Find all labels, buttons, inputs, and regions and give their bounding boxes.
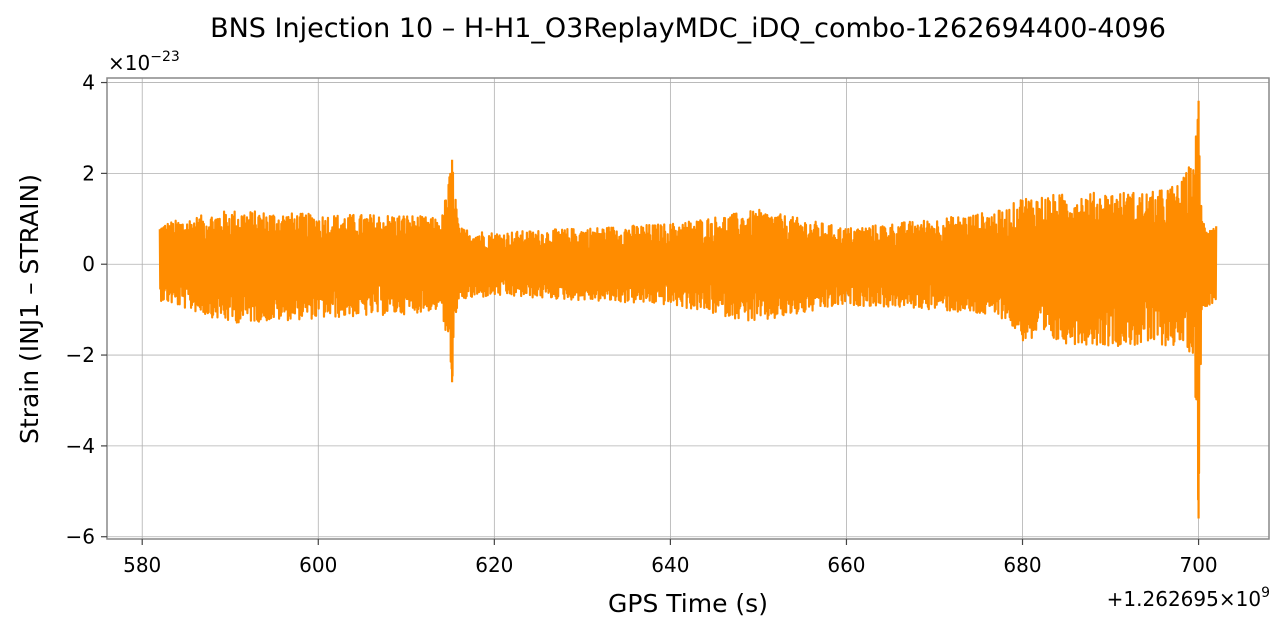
x-tick-label: 600 [299, 553, 337, 577]
y-tick-label: 0 [82, 252, 95, 276]
x-axis-label: GPS Time (s) [608, 589, 768, 618]
x-tick-label: 580 [123, 553, 161, 577]
y-tick-label: −4 [66, 434, 95, 458]
x-tick-label: 700 [1179, 553, 1217, 577]
y-tick-label: −6 [66, 525, 95, 549]
axis-ticks: 580 600 620 640 660 680 700 −6 −4 −2 0 2 4 [66, 71, 1218, 577]
y-tick-label: 4 [82, 71, 95, 95]
x-tick-label: 640 [651, 553, 689, 577]
y-scale-offset-text: ×10−23 [108, 49, 180, 75]
strain-series-line [158, 100, 1218, 519]
strain-series [158, 100, 1218, 519]
x-tick-label: 620 [475, 553, 513, 577]
x-tick-label: 660 [827, 553, 865, 577]
y-tick-label: 2 [82, 161, 95, 185]
plot-frame [106, 77, 1270, 540]
y-tick-label: −2 [66, 343, 95, 367]
y-axis-label: Strain (INJ1 – STRAIN) [15, 174, 44, 444]
x-tick-label: 680 [1003, 553, 1041, 577]
chart-title: BNS Injection 10 – H-H1_O3ReplayMDC_iDQ_… [210, 13, 1166, 44]
x-offset-text: +1.262695×109 [1107, 585, 1270, 611]
